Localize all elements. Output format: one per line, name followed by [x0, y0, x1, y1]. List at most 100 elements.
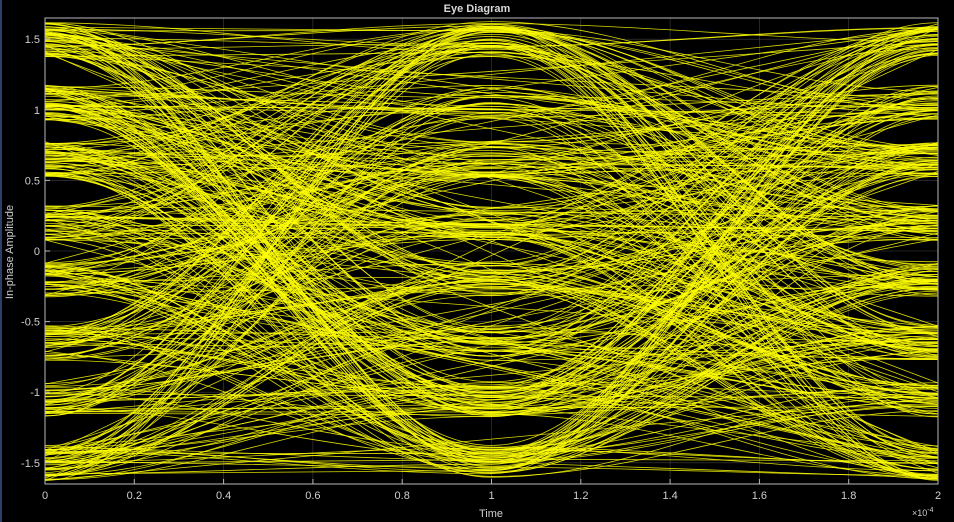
eye-trace — [44, 272, 939, 465]
x-axis-label: Time — [478, 508, 504, 520]
eye-trace — [44, 153, 939, 224]
eye-trace — [44, 29, 939, 265]
eye-trace — [44, 40, 939, 232]
eye-trace — [44, 56, 939, 109]
eye-trace — [44, 142, 939, 406]
eye-trace — [44, 208, 939, 347]
eye-trace — [44, 160, 939, 458]
y-tick-label: 1.5 — [25, 34, 40, 46]
eye-trace — [44, 52, 939, 296]
eye-trace — [44, 117, 939, 266]
eye-trace — [44, 153, 939, 295]
eye-trace — [44, 164, 939, 288]
eye-trace — [44, 266, 939, 398]
eye-trace — [44, 36, 939, 351]
eye-trace — [44, 228, 939, 451]
eye-trace — [44, 31, 939, 417]
eye-trace — [44, 53, 939, 267]
eye-trace — [44, 56, 939, 465]
eye-trace — [44, 29, 939, 344]
x-tick-label: 1.6 — [752, 490, 767, 502]
eye-trace — [44, 146, 939, 387]
eye-trace — [44, 26, 939, 334]
eye-trace — [44, 52, 939, 390]
eye-trace — [44, 86, 939, 395]
eye-trace — [44, 146, 939, 206]
eye-trace — [44, 267, 939, 465]
eye-trace — [44, 406, 939, 410]
eye-trace — [44, 37, 939, 463]
eye-trace — [44, 31, 939, 403]
eye-trace — [44, 350, 939, 458]
x-tick-label: 1.8 — [841, 490, 856, 502]
eye-trace — [44, 349, 939, 451]
eye-trace — [44, 49, 939, 462]
eye-trace — [44, 43, 939, 412]
eye-trace — [44, 34, 939, 453]
eye-trace — [44, 34, 939, 459]
eye-trace — [44, 45, 939, 481]
y-tick-label: -0.5 — [21, 317, 40, 329]
eye-trace — [44, 273, 939, 330]
eye-trace — [44, 87, 939, 453]
eye-trace — [44, 155, 939, 415]
y-tick-label: 1 — [34, 105, 40, 117]
eye-trace — [44, 157, 939, 477]
x-tick-label: 1.2 — [573, 490, 588, 502]
eye-trace — [44, 45, 939, 384]
eye-trace — [44, 44, 939, 400]
eye-trace — [44, 141, 939, 479]
x-tick-label: 0.4 — [216, 490, 231, 502]
eye-trace — [44, 283, 939, 447]
eye-trace — [44, 107, 939, 170]
eye-trace — [44, 141, 939, 474]
eye-trace — [44, 85, 939, 271]
eye-trace — [44, 266, 939, 449]
eye-trace — [44, 209, 939, 232]
eye-trace — [44, 118, 939, 236]
eye-trace — [44, 265, 939, 476]
eye-trace — [44, 31, 939, 156]
eye-trace — [44, 274, 939, 339]
x-tick-label: 2 — [935, 490, 941, 502]
eye-trace — [44, 336, 939, 415]
eye-trace — [44, 107, 939, 176]
eye-trace — [44, 162, 939, 401]
eye-trace — [44, 461, 939, 476]
eye-trace — [44, 30, 939, 479]
x-exponent-base: ×10 — [912, 508, 928, 518]
eye-trace — [44, 40, 939, 102]
x-tick-label: 1.4 — [662, 490, 677, 502]
x-axis-exponent: ×10-4 — [912, 507, 934, 518]
eye-trace — [44, 393, 939, 399]
x-tick-label: 0.2 — [127, 490, 142, 502]
eye-trace — [44, 147, 939, 404]
eye-trace — [44, 174, 939, 341]
window-border — [0, 0, 2, 522]
eye-trace — [44, 232, 939, 457]
eye-trace — [44, 118, 939, 298]
x-tick-label: 1 — [488, 490, 494, 502]
eye-trace — [44, 341, 939, 360]
eye-trace — [44, 268, 939, 415]
eye-trace — [44, 142, 939, 275]
eye-trace — [44, 210, 939, 414]
eye-trace — [44, 35, 939, 223]
eye-trace — [44, 23, 939, 407]
eye-trace — [44, 87, 939, 275]
eye-trace — [44, 84, 939, 151]
eye-trace — [44, 204, 939, 347]
x-tick-label: 0.6 — [305, 490, 320, 502]
eye-trace — [44, 46, 939, 469]
y-tick-label: -1 — [30, 387, 40, 399]
eye-trace — [44, 329, 939, 464]
eye-trace — [44, 143, 939, 394]
eye-trace — [44, 52, 939, 414]
x-exponent-power: -4 — [927, 507, 934, 514]
eye-trace — [44, 40, 939, 118]
eye-trace — [44, 96, 939, 345]
eye-trace — [44, 103, 939, 409]
eye-trace — [44, 21, 939, 177]
eye-trace — [44, 239, 939, 469]
